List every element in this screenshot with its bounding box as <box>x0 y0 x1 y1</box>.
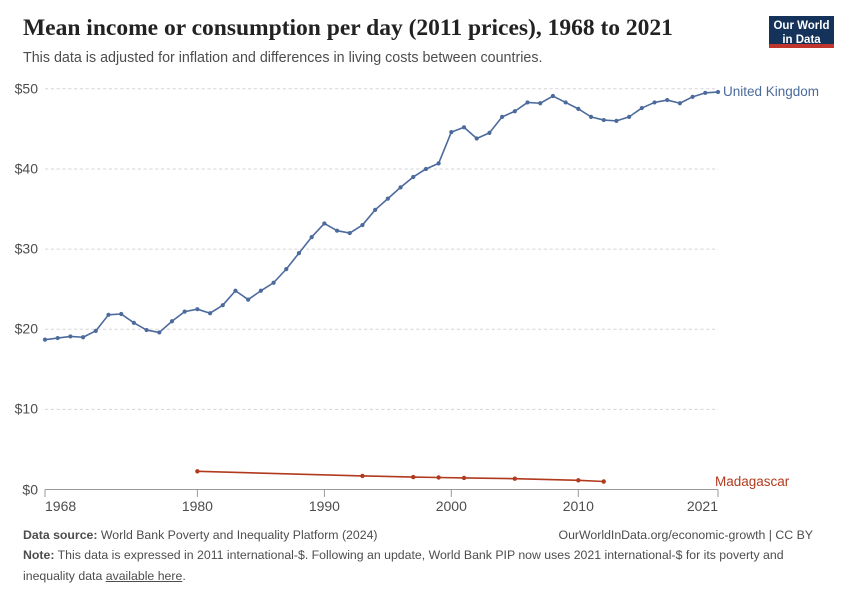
svg-text:United Kingdom: United Kingdom <box>723 84 819 99</box>
svg-text:$40: $40 <box>15 161 39 177</box>
svg-text:$20: $20 <box>15 321 39 337</box>
svg-text:2000: 2000 <box>436 498 467 514</box>
svg-text:$30: $30 <box>15 241 39 257</box>
svg-text:1980: 1980 <box>182 498 213 514</box>
svg-text:1990: 1990 <box>309 498 340 514</box>
svg-text:$10: $10 <box>15 401 39 417</box>
svg-text:2021: 2021 <box>687 498 718 514</box>
svg-text:Madagascar: Madagascar <box>715 474 790 489</box>
svg-text:1968: 1968 <box>45 498 76 514</box>
svg-text:$50: $50 <box>15 81 39 97</box>
svg-text:2010: 2010 <box>563 498 594 514</box>
svg-text:$0: $0 <box>22 482 38 498</box>
